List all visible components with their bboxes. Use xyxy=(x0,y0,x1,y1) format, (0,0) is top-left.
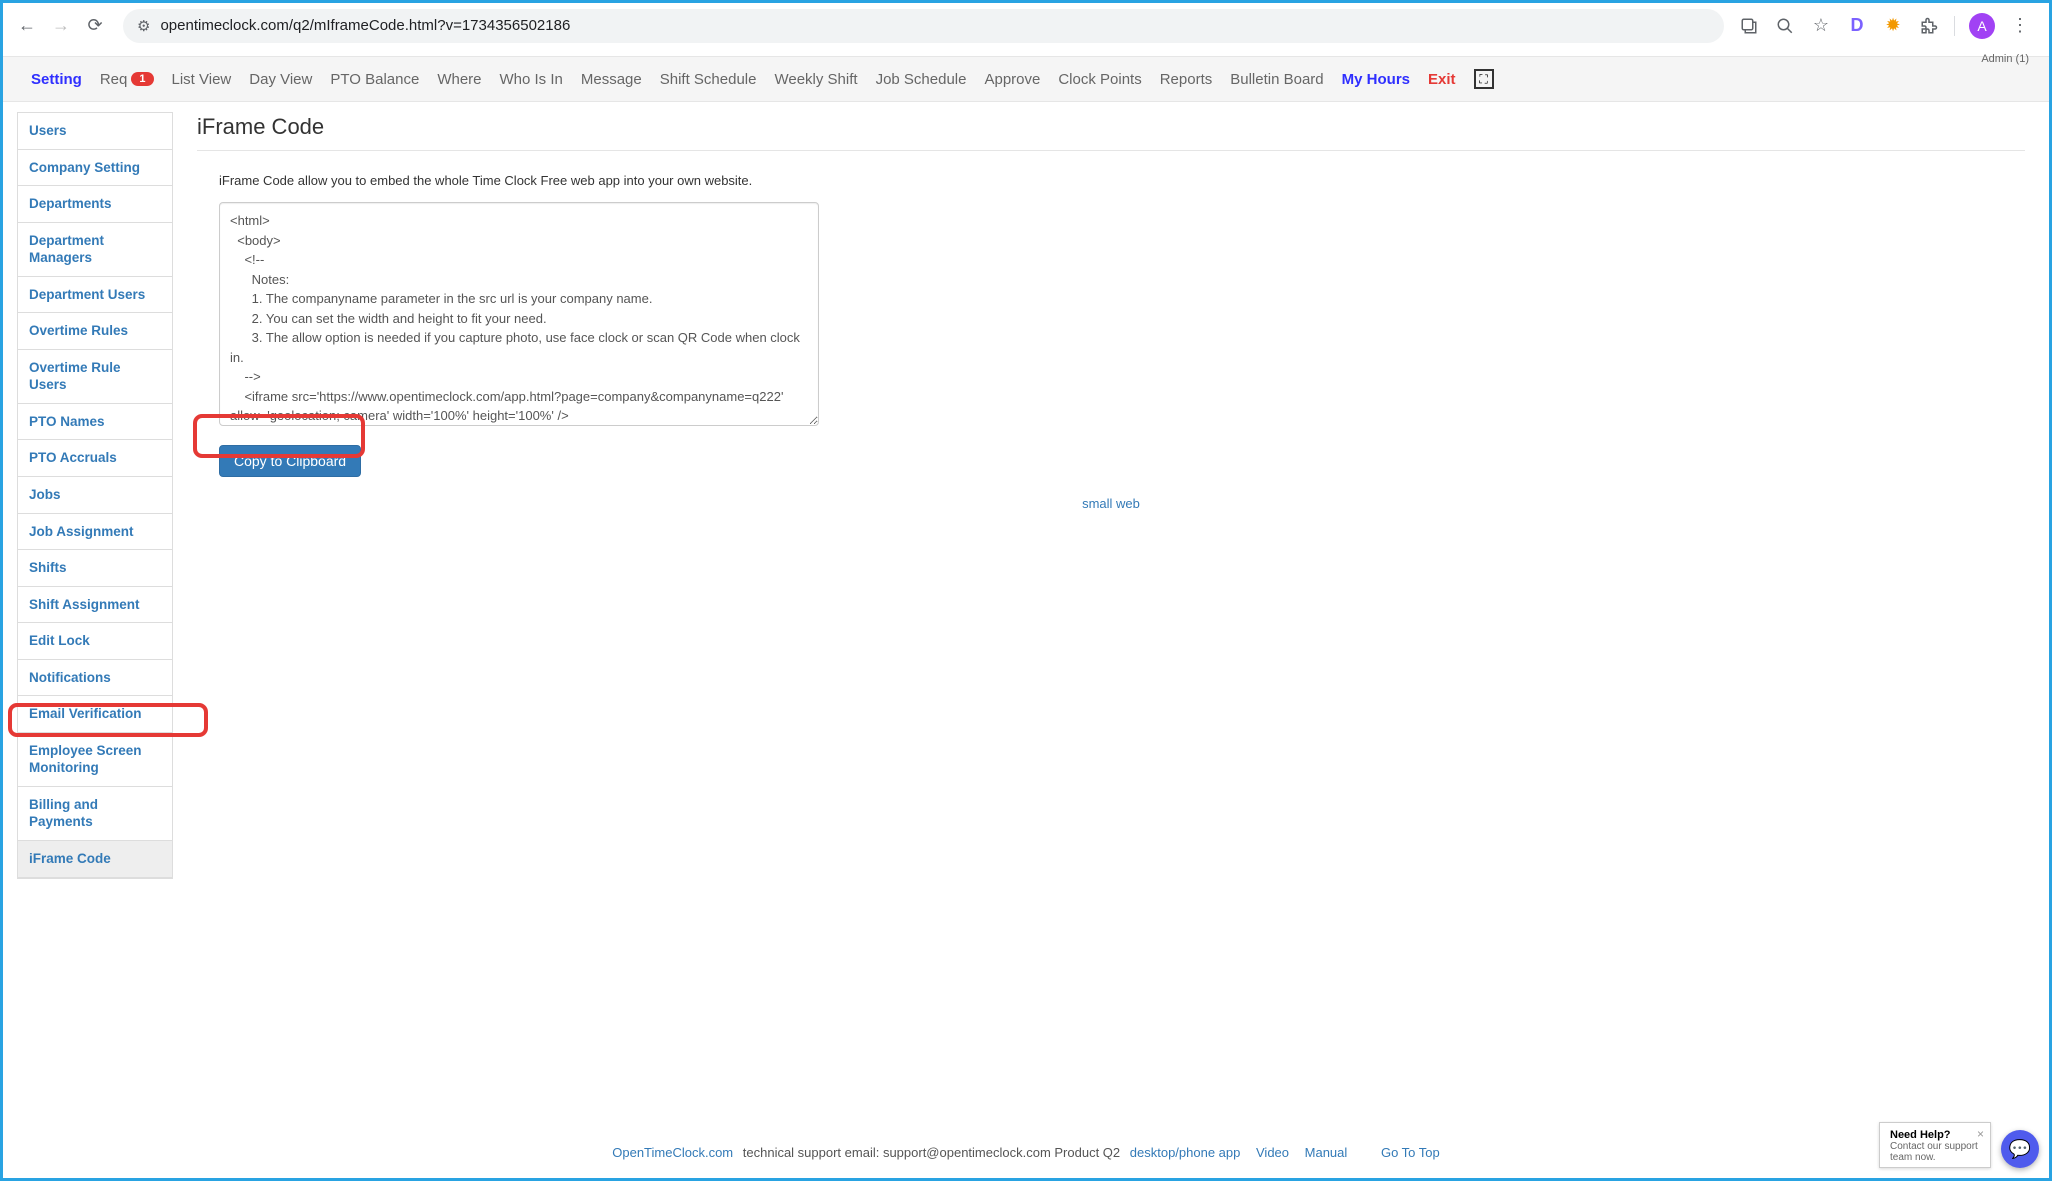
browser-actions: ☆ D ✹ A ⋮ xyxy=(1738,13,2039,39)
footer-link-go-to-top[interactable]: Go To Top xyxy=(1381,1145,1440,1160)
nav-approve[interactable]: Approve xyxy=(984,71,1040,88)
page-description: iFrame Code allow you to embed the whole… xyxy=(219,173,2025,188)
sidebar-item-company-setting[interactable]: Company Setting xyxy=(18,150,172,187)
footer-text: technical support email: support@opentim… xyxy=(743,1145,1124,1160)
menu-icon[interactable]: ⋮ xyxy=(2009,15,2031,37)
sidebar-item-departments[interactable]: Departments xyxy=(18,186,172,223)
sidebar-item-pto-accruals[interactable]: PTO Accruals xyxy=(18,440,172,477)
footer: OpenTimeClock.com technical support emai… xyxy=(3,1145,2049,1160)
fullscreen-icon[interactable]: ⛶ xyxy=(1474,69,1494,89)
footer-link-opentimeclock[interactable]: OpenTimeClock.com xyxy=(612,1145,733,1160)
sidebar-item-job-assignment[interactable]: Job Assignment xyxy=(18,514,172,551)
nav-job-schedule[interactable]: Job Schedule xyxy=(876,71,967,88)
zoom-icon[interactable] xyxy=(1774,15,1796,37)
footer-link-manual[interactable]: Manual xyxy=(1305,1145,1348,1160)
bookmark-icon[interactable]: ☆ xyxy=(1810,15,1832,37)
iframe-code-textarea[interactable] xyxy=(219,202,819,426)
req-badge: 1 xyxy=(131,72,153,86)
extension-d-icon[interactable]: D xyxy=(1846,15,1868,37)
small-web-link-row: small web xyxy=(197,495,2025,513)
help-close-icon[interactable]: × xyxy=(1977,1127,1984,1141)
sidebar-item-department-users[interactable]: Department Users xyxy=(18,277,172,314)
sidebar-item-iframe-code[interactable]: iFrame Code xyxy=(18,841,172,878)
help-subtitle: Contact our support team now. xyxy=(1890,1141,1980,1163)
sidebar-item-shifts[interactable]: Shifts xyxy=(18,550,172,587)
reload-button[interactable]: ⟳ xyxy=(81,12,109,40)
browser-toolbar: ← → ⟳ ⚙ opentimeclock.com/q2/mIframeCode… xyxy=(3,3,2049,48)
forward-button[interactable]: → xyxy=(47,12,75,40)
top-navigation: Setting Req 1 List View Day View PTO Bal… xyxy=(3,56,2049,102)
url-text: opentimeclock.com/q2/mIframeCode.html?v=… xyxy=(160,17,570,34)
nav-shift-schedule[interactable]: Shift Schedule xyxy=(660,71,757,88)
nav-list-view[interactable]: List View xyxy=(172,71,232,88)
chat-bubble-icon[interactable]: 💬 xyxy=(2001,1130,2039,1168)
sidebar-item-employee-screen-monitoring[interactable]: Employee Screen Monitoring xyxy=(18,733,172,787)
extensions-icon[interactable] xyxy=(1918,15,1940,37)
footer-link-video[interactable]: Video xyxy=(1256,1145,1289,1160)
main-container: Users Company Setting Departments Depart… xyxy=(3,102,2049,879)
address-bar[interactable]: ⚙ opentimeclock.com/q2/mIframeCode.html?… xyxy=(123,9,1724,43)
sidebar-item-email-verification[interactable]: Email Verification xyxy=(18,696,172,733)
sidebar-item-billing-and-payments[interactable]: Billing and Payments xyxy=(18,787,172,841)
nav-my-hours[interactable]: My Hours xyxy=(1342,71,1410,88)
nav-setting[interactable]: Setting xyxy=(31,71,82,88)
extension-sun-icon[interactable]: ✹ xyxy=(1882,15,1904,37)
install-icon[interactable] xyxy=(1738,15,1760,37)
nav-day-view[interactable]: Day View xyxy=(249,71,312,88)
nav-pto-balance[interactable]: PTO Balance xyxy=(330,71,419,88)
sidebar-item-notifications[interactable]: Notifications xyxy=(18,660,172,697)
divider xyxy=(1954,16,1955,36)
nav-message[interactable]: Message xyxy=(581,71,642,88)
site-info-icon[interactable]: ⚙ xyxy=(137,17,150,35)
nav-where[interactable]: Where xyxy=(437,71,481,88)
settings-sidebar: Users Company Setting Departments Depart… xyxy=(17,112,173,879)
nav-bulletin-board[interactable]: Bulletin Board xyxy=(1230,71,1323,88)
sidebar-item-users[interactable]: Users xyxy=(18,113,172,150)
sidebar-item-overtime-rules[interactable]: Overtime Rules xyxy=(18,313,172,350)
sidebar-item-shift-assignment[interactable]: Shift Assignment xyxy=(18,587,172,624)
sidebar-item-overtime-rule-users[interactable]: Overtime Rule Users xyxy=(18,350,172,404)
help-title: Need Help? xyxy=(1890,1129,1980,1141)
footer-link-desktop-app[interactable]: desktop/phone app xyxy=(1130,1145,1241,1160)
nav-req[interactable]: Req 1 xyxy=(100,71,154,88)
back-button[interactable]: ← xyxy=(13,12,41,40)
nav-reports[interactable]: Reports xyxy=(1160,71,1213,88)
profile-avatar[interactable]: A xyxy=(1969,13,1995,39)
nav-who-is-in[interactable]: Who Is In xyxy=(500,71,563,88)
help-popup: × Need Help? Contact our support team no… xyxy=(1879,1122,1991,1168)
sidebar-item-edit-lock[interactable]: Edit Lock xyxy=(18,623,172,660)
nav-clock-points[interactable]: Clock Points xyxy=(1058,71,1141,88)
sidebar-item-jobs[interactable]: Jobs xyxy=(18,477,172,514)
page-title: iFrame Code xyxy=(197,114,2025,151)
nav-exit[interactable]: Exit xyxy=(1428,71,1456,88)
small-web-link[interactable]: small web xyxy=(1082,496,1140,511)
admin-label: Admin (1) xyxy=(1981,53,2029,65)
nav-weekly-shift[interactable]: Weekly Shift xyxy=(774,71,857,88)
sidebar-item-department-managers[interactable]: Department Managers xyxy=(18,223,172,277)
copy-to-clipboard-button[interactable]: Copy to Clipboard xyxy=(219,445,361,477)
content-area: iFrame Code iFrame Code allow you to emb… xyxy=(187,112,2035,879)
nav-req-label: Req xyxy=(100,71,128,88)
sidebar-item-pto-names[interactable]: PTO Names xyxy=(18,404,172,441)
